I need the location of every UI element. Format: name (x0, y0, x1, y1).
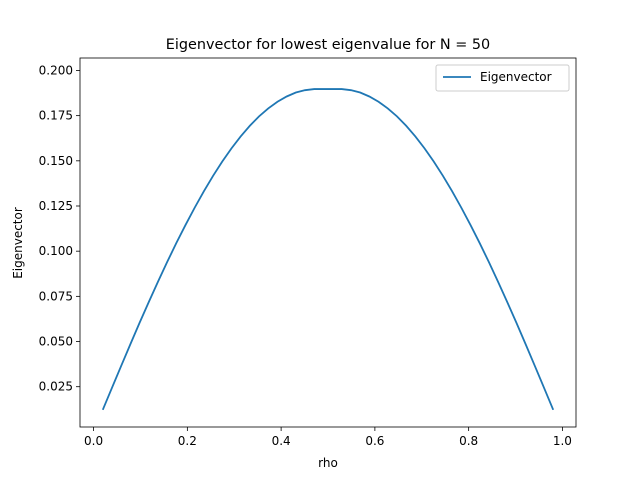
y-tick-label: 0.025 (39, 380, 73, 394)
y-tick-label: 0.125 (39, 199, 73, 213)
y-tick-label: 0.100 (39, 244, 73, 258)
x-axis-label: rho (318, 456, 338, 470)
legend-box (435, 64, 570, 92)
y-axis-label: Eigenvector (11, 207, 25, 279)
y-tick-label: 0.150 (39, 154, 73, 168)
x-tick-label: 1.0 (553, 434, 572, 448)
y-tick-label: 0.200 (39, 63, 73, 77)
x-tick-label: 0.2 (178, 434, 197, 448)
series-line-eigenvector (101, 88, 555, 411)
x-tick-label: 0.4 (272, 434, 291, 448)
y-axis-ticks: 0.025 0.050 0.075 0.100 0.125 0.150 0.175 0.200 (39, 63, 80, 394)
axes-frame (79, 57, 577, 428)
x-tick-label: 0.0 (84, 434, 103, 448)
y-tick-label: 0.175 (39, 109, 73, 123)
y-tick-label: 0.075 (39, 289, 73, 303)
legend-label-eigenvector: Eigenvector (480, 70, 552, 84)
chart-title: Eigenvector for lowest eigenvalue for N … (166, 37, 490, 53)
plot-area (101, 88, 555, 411)
legend: Eigenvector (435, 64, 570, 92)
x-axis-ticks: 0.0 0.2 0.4 0.6 0.8 1.0 (84, 427, 572, 448)
x-tick-label: 0.6 (365, 434, 384, 448)
x-tick-label: 0.8 (459, 434, 478, 448)
y-tick-label: 0.050 (39, 335, 73, 349)
